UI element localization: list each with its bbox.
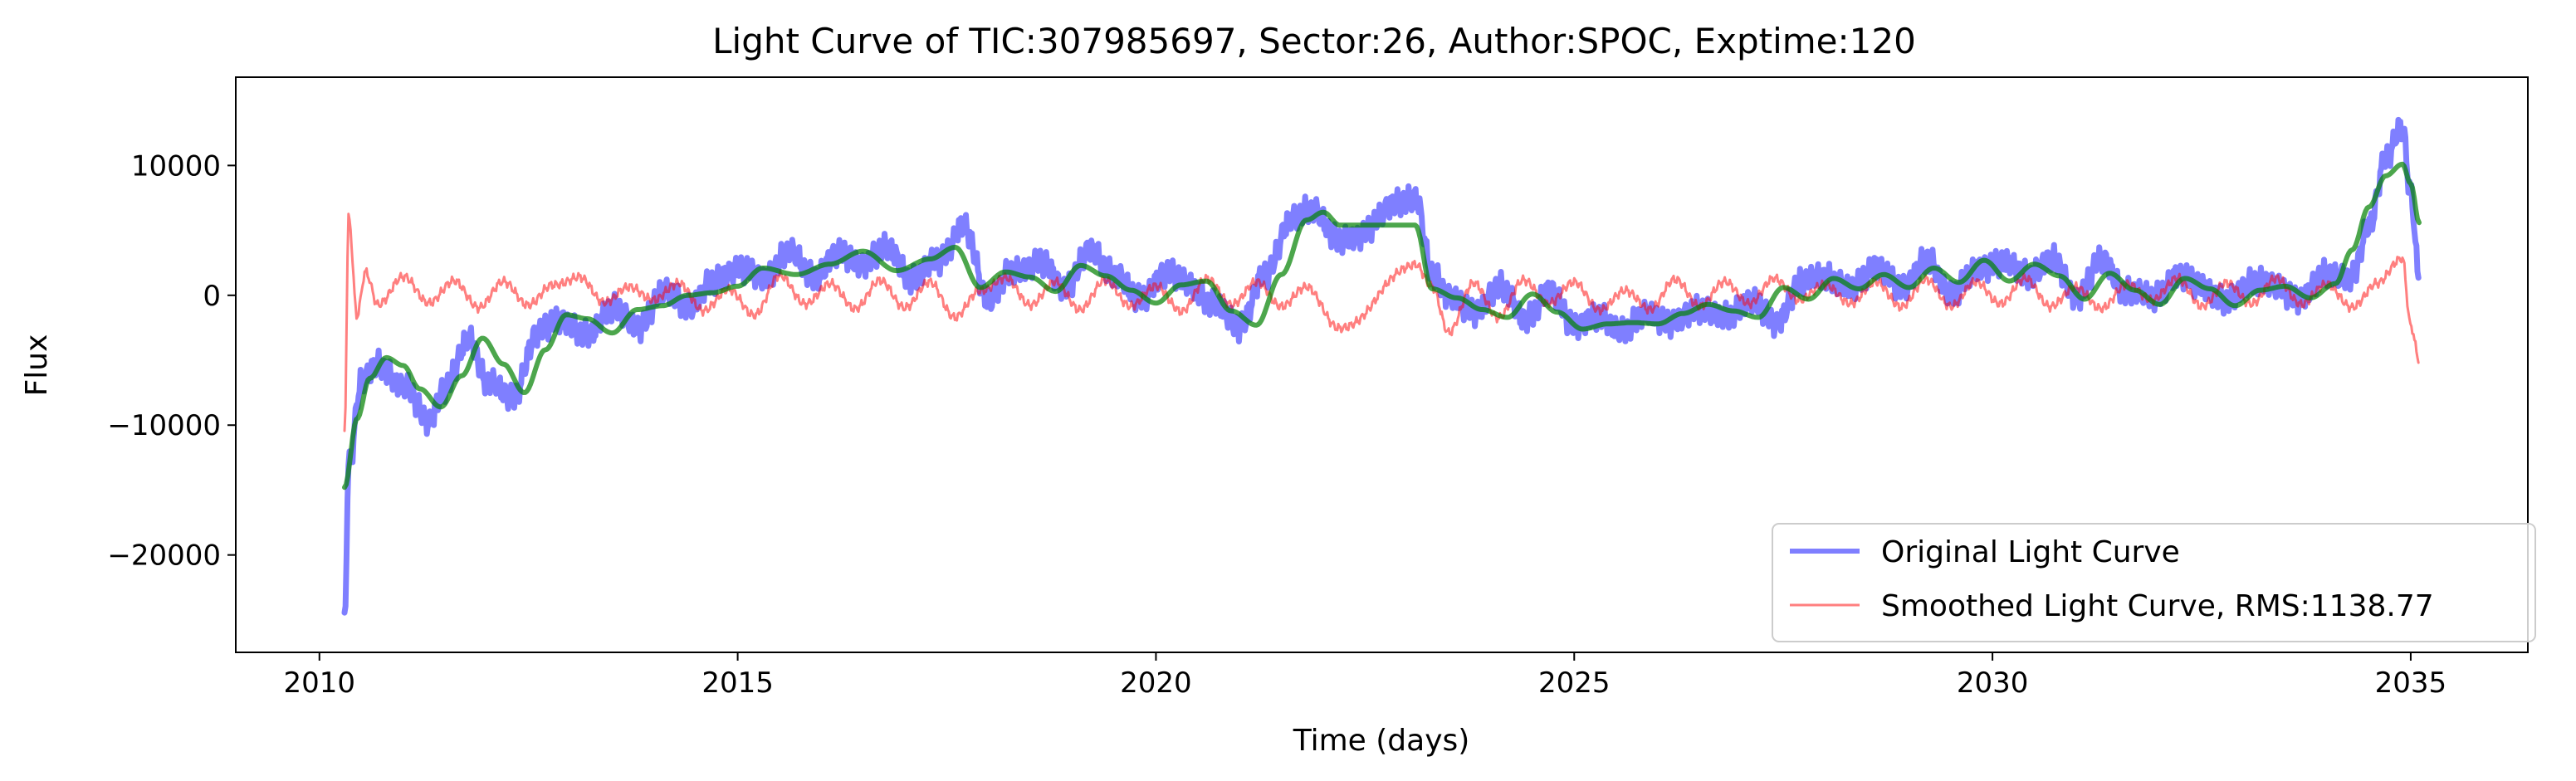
x-axis-label: Time (days) (1293, 724, 1470, 758)
legend-box (1772, 523, 2536, 642)
x-tick-label: 2025 (1538, 666, 1611, 700)
chart-title: Light Curve of TIC:307985697, Sector:26,… (712, 21, 1916, 61)
x-tick-label: 2010 (284, 666, 356, 700)
y-axis-label: Flux (20, 334, 54, 397)
y-tick-label: 0 (203, 280, 221, 313)
series-layer (341, 116, 2422, 616)
y-tick-label: −20000 (107, 539, 221, 573)
x-tick-label: 2035 (2375, 666, 2447, 700)
legend-label-smoothed: Smoothed Light Curve, RMS:1138.77 (1881, 589, 2434, 623)
legend: Original Light Curve Smoothed Light Curv… (1772, 523, 2536, 642)
legend-label-original: Original Light Curve (1881, 535, 2180, 569)
plot-frame (235, 76, 2529, 653)
series-line-0 (341, 116, 2422, 616)
x-tick-label: 2020 (1120, 666, 1192, 700)
x-axis: 2010 2015 2020 2025 2030 2035 (284, 652, 2447, 700)
y-tick-label: 10000 (131, 149, 221, 183)
series-line-2 (342, 161, 2422, 491)
x-tick-label: 2030 (1957, 666, 2029, 700)
x-tick-label: 2015 (701, 666, 774, 700)
y-tick-label: −10000 (107, 409, 221, 442)
y-axis: −20000 −10000 0 10000 (107, 149, 236, 573)
